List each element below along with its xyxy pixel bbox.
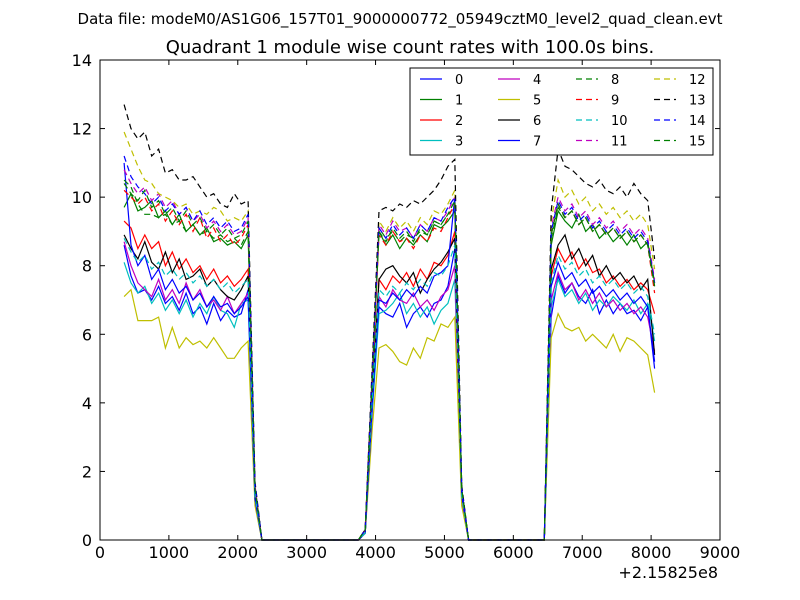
series-line-13 bbox=[123, 104, 656, 541]
plot-frame bbox=[99, 59, 721, 541]
legend-label-9: 9 bbox=[611, 94, 619, 109]
legend-label-10: 10 bbox=[611, 114, 628, 129]
series-line-10 bbox=[123, 238, 656, 541]
series-line-2 bbox=[123, 220, 656, 541]
x-tick-label: 8000 bbox=[631, 543, 672, 562]
chart-title: Quadrant 1 module wise count rates with … bbox=[166, 37, 655, 58]
legend-label-3: 3 bbox=[455, 135, 463, 150]
series-line-6 bbox=[123, 233, 656, 541]
series-line-7 bbox=[123, 162, 656, 541]
legend-label-14: 14 bbox=[689, 114, 706, 129]
series-line-1 bbox=[123, 192, 656, 541]
legend-label-1: 1 bbox=[455, 94, 463, 109]
x-tick-label: 5000 bbox=[424, 543, 465, 562]
series-line-12 bbox=[123, 131, 656, 541]
x-axis-offset-label: +2.15825e8 bbox=[618, 563, 718, 582]
y-tick-label: 4 bbox=[82, 394, 92, 413]
x-tick-label: 2000 bbox=[217, 543, 258, 562]
x-tick-label: 3000 bbox=[286, 543, 327, 562]
y-tick-label: 0 bbox=[82, 531, 92, 550]
x-tick-label: 7000 bbox=[562, 543, 603, 562]
series-line-15 bbox=[123, 183, 656, 541]
y-tick-label: 2 bbox=[82, 462, 92, 481]
series-layer bbox=[123, 104, 656, 541]
series-line-4 bbox=[123, 241, 656, 541]
series-line-11 bbox=[123, 169, 656, 541]
x-tick-label: 6000 bbox=[493, 543, 534, 562]
series-line-0 bbox=[123, 244, 656, 541]
y-tick-label: 10 bbox=[72, 188, 92, 207]
figure-suptitle: Data file: modeM0/AS1G06_157T01_90000007… bbox=[78, 10, 723, 29]
y-tick-label: 8 bbox=[82, 257, 92, 276]
x-tick-label: 4000 bbox=[355, 543, 396, 562]
legend-label-12: 12 bbox=[689, 73, 706, 88]
legend-label-0: 0 bbox=[455, 73, 463, 88]
legend-label-8: 8 bbox=[611, 73, 619, 88]
legend-label-5: 5 bbox=[533, 94, 541, 109]
series-line-5 bbox=[123, 288, 656, 541]
series-line-14 bbox=[123, 155, 656, 541]
series-line-3 bbox=[123, 262, 656, 541]
legend-label-15: 15 bbox=[689, 135, 706, 150]
legend-label-11: 11 bbox=[611, 135, 628, 150]
legend-box bbox=[409, 67, 714, 156]
x-tick-label: 9000 bbox=[700, 543, 741, 562]
y-tick-label: 12 bbox=[72, 120, 92, 139]
x-tick-label: 0 bbox=[95, 543, 105, 562]
axis-ticks: 0 1000 2000 3000 4000 5000 6000 7000 8000 9000 0 2 4… bbox=[72, 51, 741, 562]
y-tick-label: 14 bbox=[72, 51, 92, 70]
legend-label-13: 13 bbox=[689, 94, 706, 109]
legend-label-7: 7 bbox=[533, 135, 541, 150]
legend-label-2: 2 bbox=[455, 114, 463, 129]
series-line-9 bbox=[123, 189, 656, 541]
x-tick-label: 1000 bbox=[149, 543, 190, 562]
y-tick-label: 6 bbox=[82, 325, 92, 344]
legend-label-4: 4 bbox=[533, 73, 541, 88]
legend-label-6: 6 bbox=[533, 114, 541, 129]
